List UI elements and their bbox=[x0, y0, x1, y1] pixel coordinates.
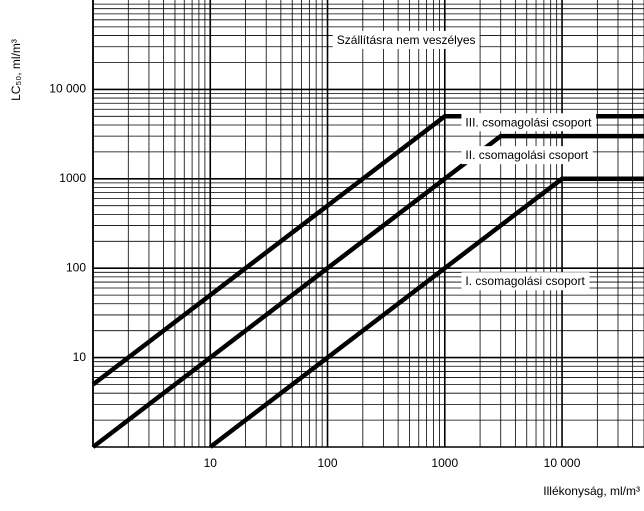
annotation-text: II. csomagolási csoport bbox=[465, 148, 588, 162]
annotations: Szállításra nem veszélyes III. csomagolás… bbox=[332, 30, 597, 291]
annotation-background bbox=[461, 113, 597, 132]
annotation-text: III. csomagolási csoport bbox=[465, 115, 592, 129]
axis-titles: Illékonyság, ml/m³ LC₅₀, ml/m³ bbox=[9, 39, 640, 498]
y-tick-background bbox=[40, 80, 90, 97]
y-axis-title: LC₅₀, ml/m³ bbox=[9, 39, 23, 101]
annotation-label: Szállításra nem veszélyes bbox=[332, 30, 480, 49]
x-tick-label: 10 000 bbox=[544, 456, 581, 470]
annotation-text: Szállításra nem veszélyes bbox=[337, 33, 476, 47]
y-tick-background bbox=[40, 169, 90, 186]
x-tick-label: 1000 bbox=[431, 456, 458, 470]
annotation-label: I. csomagolási csoport bbox=[461, 272, 590, 291]
series-line-3 bbox=[208, 176, 644, 449]
annotation-text: I. csomagolási csoport bbox=[465, 274, 585, 288]
annotation-background bbox=[332, 30, 480, 49]
y-tick-label: 100 bbox=[66, 260, 86, 274]
y-tick-label: 10 000 bbox=[49, 82, 86, 96]
annotation-label: II. csomagolási csoport bbox=[461, 146, 593, 165]
y-tick-background bbox=[40, 348, 90, 365]
grid bbox=[92, 0, 644, 448]
x-tick-label: 100 bbox=[318, 456, 338, 470]
annotation-label: III. csomagolási csoport bbox=[461, 113, 597, 132]
y-tick-background bbox=[40, 259, 90, 276]
series-line-2 bbox=[91, 133, 644, 449]
annotation-background bbox=[461, 272, 590, 291]
x-tick-label: 10 bbox=[204, 456, 218, 470]
annotation-background bbox=[461, 146, 593, 165]
y-tick-label: 1000 bbox=[59, 171, 86, 185]
y-tick-label: 10 bbox=[73, 350, 87, 364]
x-axis-title: Illékonyság, ml/m³ bbox=[543, 484, 640, 498]
